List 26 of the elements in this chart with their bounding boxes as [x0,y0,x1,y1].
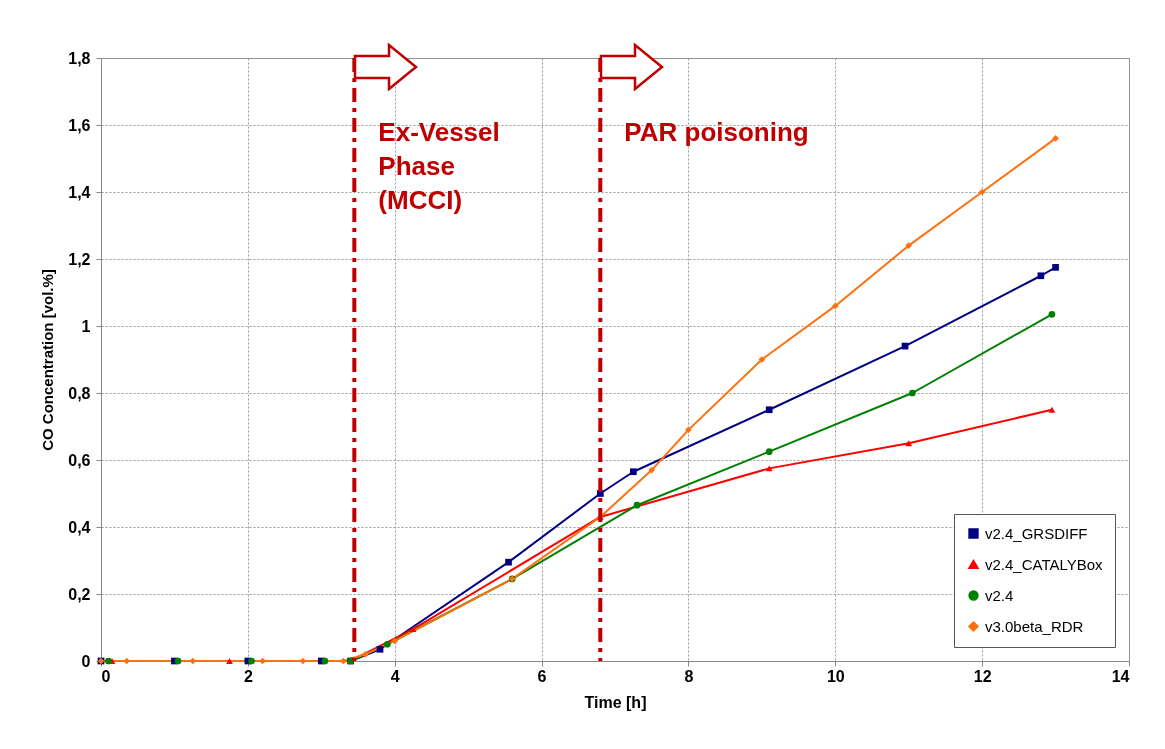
y-tick-label: 0,4 [68,518,91,536]
y-tick-label: 1,8 [68,49,91,67]
y-axis-title: CO Concentration [vol.%] [39,269,57,451]
y-tick-label: 0,6 [68,451,91,469]
y-tick-label: 0 [81,652,91,670]
y-tick-label: 1 [81,317,91,335]
y-tick-label: 0,2 [68,585,91,603]
x-tick-label: 2 [243,667,253,685]
legend-label: v3.0beta_RDR [985,617,1084,635]
ref-line-label: Ex-Vessel Phase (MCCI) [378,117,500,215]
x-tick-label: 4 [390,667,400,685]
x-tick-label: 10 [826,667,845,685]
x-axis-title: Time [h] [584,693,647,711]
y-tick-label: 1,4 [68,183,91,201]
x-tick-label: 8 [684,667,694,685]
y-tick-label: 1,2 [68,250,91,268]
x-tick-label: 0 [101,667,111,685]
legend-label: v2.4 [985,586,1014,604]
legend-label: v2.4_CATALYBox [985,555,1104,573]
legend-label: v2.4_GRSDIFF [985,524,1088,542]
y-tick-label: 0,8 [68,384,91,402]
x-tick-label: 6 [537,667,547,685]
x-tick-label: 12 [973,667,992,685]
y-tick-label: 1,6 [68,116,91,134]
ref-line-label: PAR poisoning [624,117,809,147]
x-tick-label: 14 [1111,667,1130,685]
